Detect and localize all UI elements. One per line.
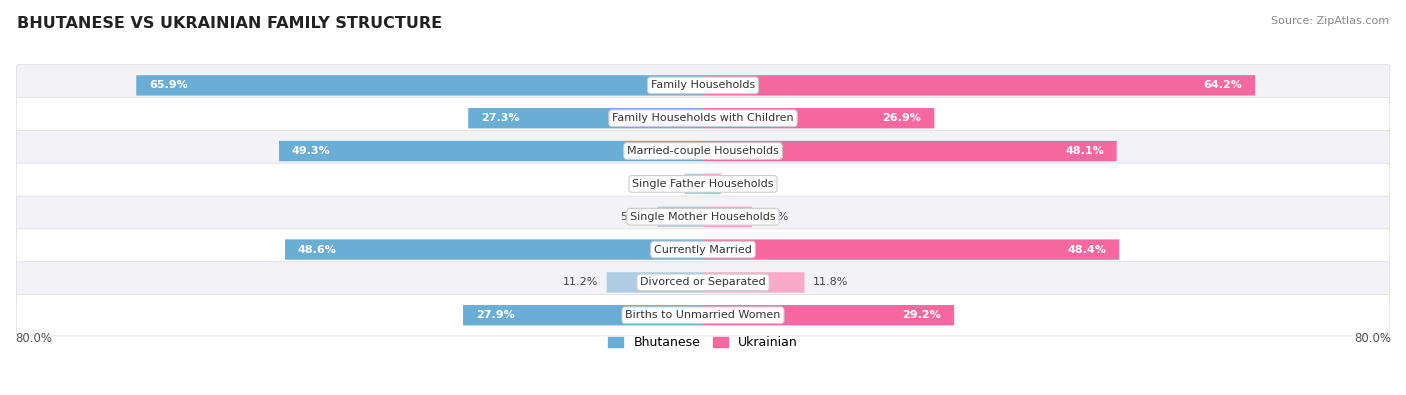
FancyBboxPatch shape — [658, 207, 703, 227]
Text: 80.0%: 80.0% — [1354, 332, 1391, 345]
Text: 2.1%: 2.1% — [648, 179, 676, 189]
Text: Family Households with Children: Family Households with Children — [612, 113, 794, 123]
Text: 29.2%: 29.2% — [903, 310, 941, 320]
Text: Married-couple Households: Married-couple Households — [627, 146, 779, 156]
Text: 64.2%: 64.2% — [1204, 81, 1243, 90]
Text: Divorced or Separated: Divorced or Separated — [640, 277, 766, 288]
Text: 11.8%: 11.8% — [813, 277, 848, 288]
FancyBboxPatch shape — [703, 305, 955, 325]
Text: Single Mother Households: Single Mother Households — [630, 212, 776, 222]
Text: 49.3%: 49.3% — [292, 146, 330, 156]
Text: 27.3%: 27.3% — [481, 113, 520, 123]
Text: Source: ZipAtlas.com: Source: ZipAtlas.com — [1271, 16, 1389, 26]
Text: 5.7%: 5.7% — [761, 212, 789, 222]
FancyBboxPatch shape — [703, 207, 752, 227]
Text: 5.3%: 5.3% — [620, 212, 648, 222]
FancyBboxPatch shape — [17, 262, 1389, 303]
Text: 48.4%: 48.4% — [1067, 245, 1107, 254]
FancyBboxPatch shape — [17, 295, 1389, 336]
Text: 11.2%: 11.2% — [562, 277, 598, 288]
FancyBboxPatch shape — [136, 75, 703, 96]
FancyBboxPatch shape — [468, 108, 703, 128]
FancyBboxPatch shape — [703, 141, 1116, 161]
FancyBboxPatch shape — [285, 239, 703, 260]
Text: BHUTANESE VS UKRAINIAN FAMILY STRUCTURE: BHUTANESE VS UKRAINIAN FAMILY STRUCTURE — [17, 16, 441, 31]
Text: 27.9%: 27.9% — [477, 310, 515, 320]
FancyBboxPatch shape — [17, 229, 1389, 270]
Text: 80.0%: 80.0% — [15, 332, 52, 345]
FancyBboxPatch shape — [17, 65, 1389, 106]
Text: 48.6%: 48.6% — [298, 245, 337, 254]
FancyBboxPatch shape — [17, 130, 1389, 172]
FancyBboxPatch shape — [703, 108, 935, 128]
Text: 26.9%: 26.9% — [883, 113, 921, 123]
FancyBboxPatch shape — [703, 239, 1119, 260]
Legend: Bhutanese, Ukrainian: Bhutanese, Ukrainian — [603, 331, 803, 354]
Text: Family Households: Family Households — [651, 81, 755, 90]
FancyBboxPatch shape — [17, 98, 1389, 139]
FancyBboxPatch shape — [703, 174, 721, 194]
Text: 2.1%: 2.1% — [730, 179, 758, 189]
FancyBboxPatch shape — [703, 75, 1256, 96]
FancyBboxPatch shape — [606, 272, 703, 293]
FancyBboxPatch shape — [685, 174, 703, 194]
FancyBboxPatch shape — [278, 141, 703, 161]
FancyBboxPatch shape — [703, 272, 804, 293]
Text: Births to Unmarried Women: Births to Unmarried Women — [626, 310, 780, 320]
FancyBboxPatch shape — [463, 305, 703, 325]
Text: 48.1%: 48.1% — [1064, 146, 1104, 156]
FancyBboxPatch shape — [17, 196, 1389, 237]
Text: Single Father Households: Single Father Households — [633, 179, 773, 189]
FancyBboxPatch shape — [17, 163, 1389, 205]
Text: 65.9%: 65.9% — [149, 81, 188, 90]
Text: Currently Married: Currently Married — [654, 245, 752, 254]
